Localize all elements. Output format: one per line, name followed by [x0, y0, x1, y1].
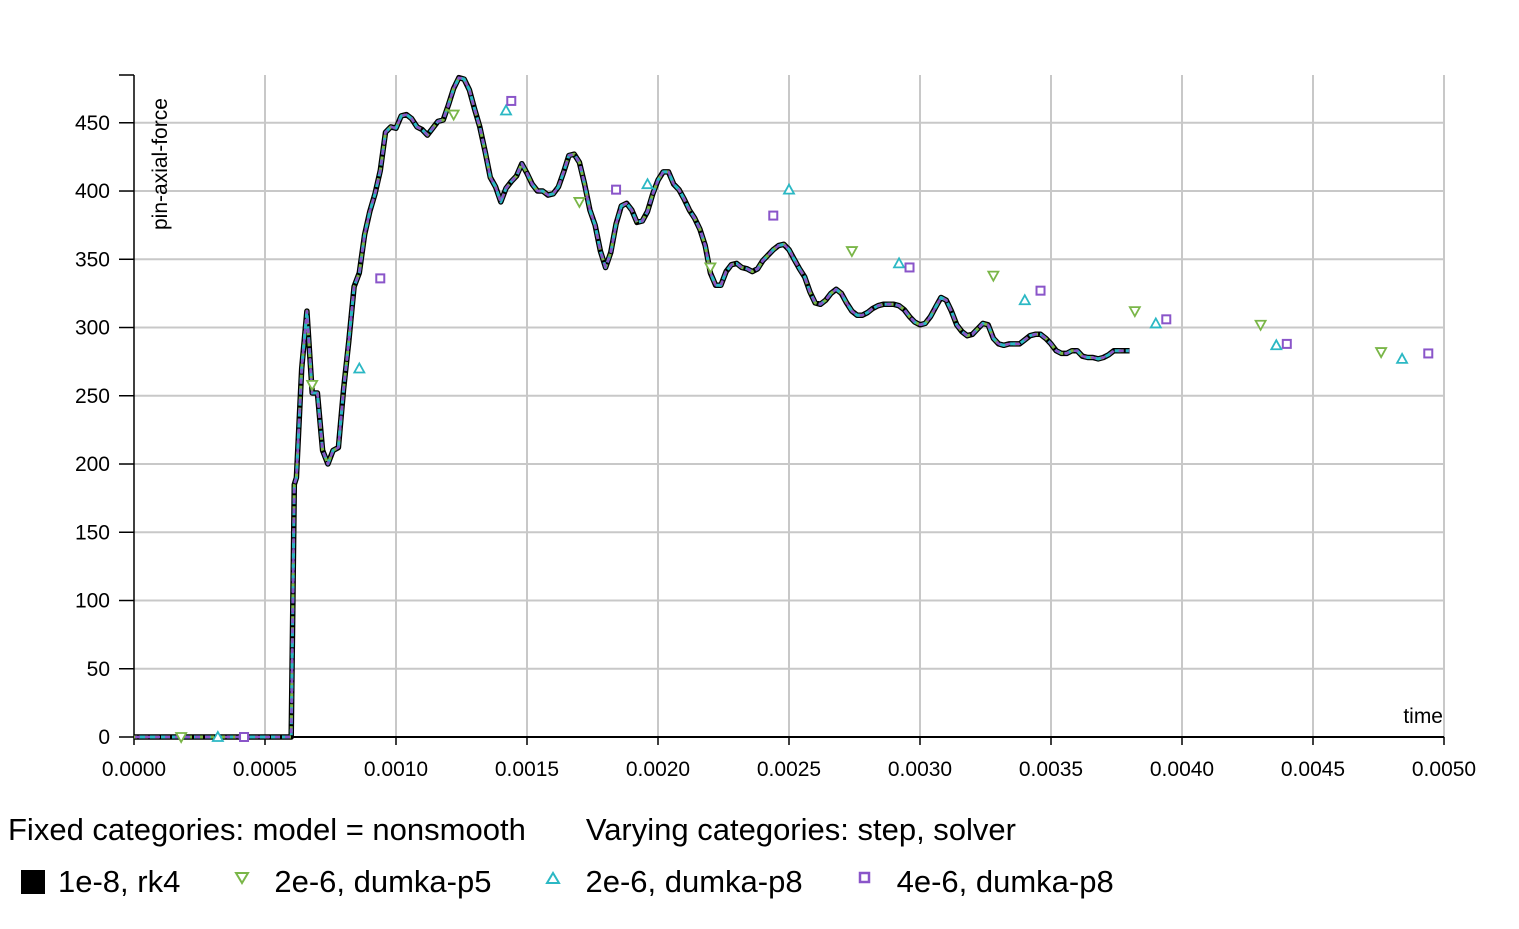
legend-item-rk4: 1e-8, rk4 [20, 864, 180, 900]
marker-square [768, 210, 779, 221]
marker-square [611, 184, 622, 195]
y-axis-label: pin-axial-force [149, 98, 172, 230]
y-tick-label: 400 [75, 180, 110, 203]
marker-triangle-down [572, 197, 586, 209]
legend-label: 2e-6, dumka-p8 [585, 864, 803, 899]
marker-triangle-up [1269, 338, 1283, 351]
legend-label: 2e-6, dumka-p5 [274, 864, 492, 899]
y-tick-label: 450 [75, 112, 110, 135]
y-tick-label: 300 [75, 317, 110, 340]
series-markers [174, 95, 1434, 744]
line-chart: 0.0000 0.0005 0.0010 0.0015 0.0020 0.0025 0.00… [75, 74, 1476, 781]
square-icon [858, 871, 870, 884]
marker-triangle-down [986, 270, 1000, 283]
marker-square [1423, 348, 1434, 359]
legend-label: 4e-6, dumka-p8 [896, 864, 1114, 899]
varying-categories-text: Varying categories: step, solver [585, 812, 1016, 847]
axes: 0.0000 0.0005 0.0010 0.0015 0.0020 0.0025 0.00… [75, 74, 1476, 781]
y-tick-label: 150 [75, 521, 110, 544]
x-tick-label: 0.0035 [1019, 758, 1083, 781]
marker-triangle-down [305, 379, 319, 392]
x-axis-label: time [1403, 705, 1443, 728]
marker-triangle-up [1395, 352, 1409, 364]
series-lines [134, 74, 1130, 740]
marker-square [375, 273, 386, 284]
x-tick-label: 0.0005 [233, 758, 297, 781]
marker-triangle-up [782, 182, 796, 195]
marker-triangle-up [499, 103, 513, 116]
x-tick-label: 0.0025 [757, 758, 821, 781]
marker-triangle-up [1149, 316, 1163, 329]
fixed-categories-text: Fixed categories: model = nonsmooth [8, 812, 526, 847]
marker-triangle-up [640, 177, 655, 190]
y-tick-label: 0 [98, 726, 110, 749]
x-tick-label: 0.0040 [1150, 758, 1214, 781]
marker-square [1281, 338, 1292, 349]
series-line-dumka-p8-4e6 [134, 76, 1130, 739]
x-tick-label: 0.0015 [495, 758, 559, 781]
y-tick-label: 100 [75, 590, 110, 613]
marker-triangle-down [174, 732, 188, 744]
legend: 1e-8, rk4 2e-6, dumka-p5 2e-6, dumka-p8 … [20, 864, 1158, 900]
marker-triangle-down [845, 246, 859, 258]
marker-square [506, 95, 517, 106]
marker-triangle-down [703, 262, 717, 275]
series-line-dumka-p8-2e6 [134, 76, 1130, 739]
legend-item-dumka-p8-2e6: 2e-6, dumka-p8 [535, 864, 803, 900]
legend-item-dumka-p8-4e6: 4e-6, dumka-p8 [847, 864, 1114, 900]
marker-triangle-up [892, 256, 906, 269]
legend-item-dumka-p5: 2e-6, dumka-p5 [224, 864, 491, 900]
marker-triangle-down [447, 109, 461, 122]
y-tick-label: 250 [75, 385, 110, 408]
x-tick-label: 0.0020 [626, 758, 690, 781]
marker-square [239, 732, 250, 742]
triangle-down-icon [234, 872, 251, 885]
chart-caption: Fixed categories: model = nonsmooth Varyi… [8, 812, 1016, 848]
marker-triangle-up [211, 730, 225, 742]
x-tick-label: 0.0010 [364, 758, 428, 781]
marker-triangle-down [1128, 306, 1142, 318]
marker-square [1035, 285, 1046, 296]
series-line-dumka-p5 [134, 76, 1130, 739]
filled-square-icon [21, 870, 45, 894]
x-tick-label: 0.0050 [1412, 758, 1476, 781]
marker-triangle-up [1018, 293, 1032, 306]
series-line-rk4 [134, 74, 1130, 740]
marker-square [1161, 314, 1172, 325]
y-tick-label: 200 [75, 453, 110, 476]
triangle-up-icon [545, 871, 562, 884]
legend-label: 1e-8, rk4 [58, 864, 181, 899]
marker-triangle-down [1374, 347, 1388, 359]
grid-lines [134, 75, 1445, 737]
x-tick-label: 0.0000 [102, 758, 166, 781]
x-tick-label: 0.0030 [888, 758, 952, 781]
y-tick-label: 50 [87, 658, 110, 681]
marker-square [904, 262, 915, 273]
marker-triangle-down [1254, 319, 1268, 332]
x-tick-label: 0.0045 [1281, 758, 1345, 781]
y-tick-label: 350 [75, 248, 110, 271]
marker-triangle-up [352, 361, 366, 374]
